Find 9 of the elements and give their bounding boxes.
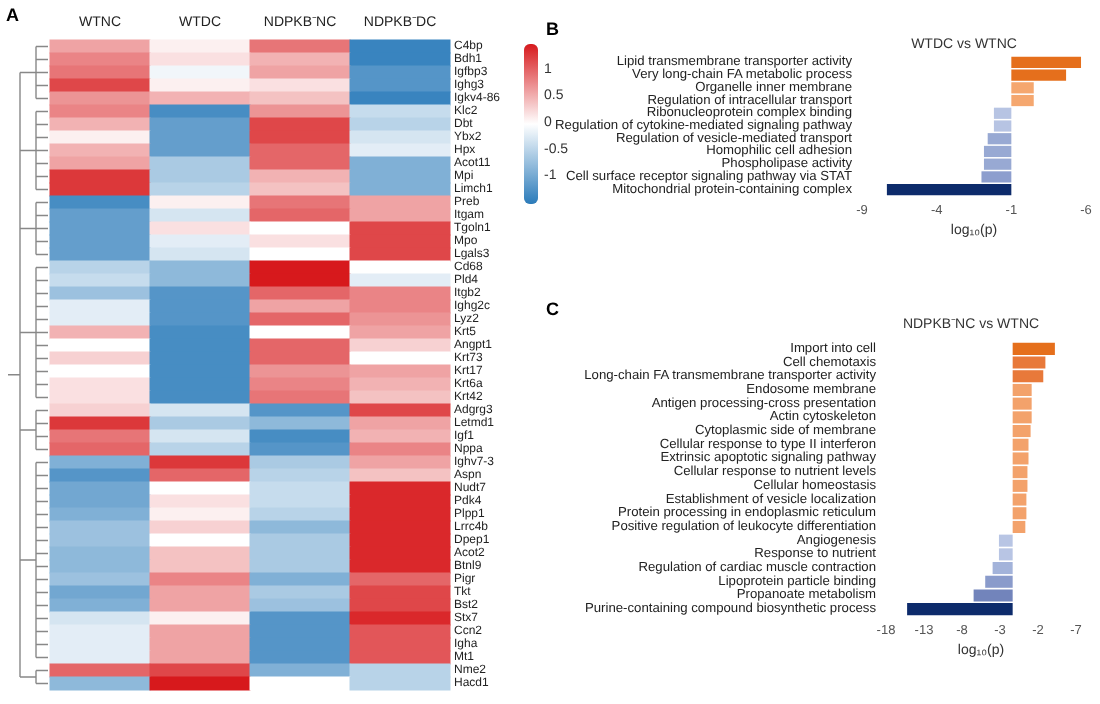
bar xyxy=(886,184,1012,196)
bar xyxy=(1012,342,1055,355)
text: A xyxy=(6,5,20,25)
bar xyxy=(973,589,1013,602)
text: C xyxy=(546,299,560,319)
text: B xyxy=(546,19,560,39)
bar xyxy=(907,603,1013,616)
bar xyxy=(985,575,1013,588)
bar xyxy=(992,562,1013,575)
